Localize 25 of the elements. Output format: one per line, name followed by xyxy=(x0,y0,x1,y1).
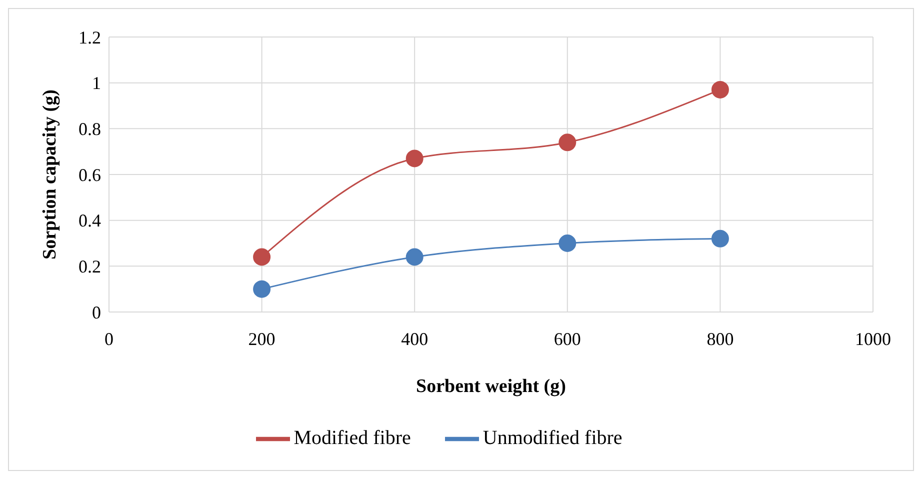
legend-label: Modified fibre xyxy=(294,426,411,449)
point xyxy=(253,280,271,298)
x-tick-label: 1000 xyxy=(855,328,891,349)
y-tick-label: 1.2 xyxy=(78,27,101,48)
x-axis-title: Sorbent weight (g) xyxy=(416,376,566,397)
legend-label: Unmodified fibre xyxy=(482,426,622,449)
x-tick-label: 600 xyxy=(554,328,581,349)
x-tick-label: 0 xyxy=(104,328,114,349)
point xyxy=(406,248,424,266)
point xyxy=(406,150,424,168)
x-tick-label: 200 xyxy=(248,328,276,349)
y-axis-title: Sorption capacity (g) xyxy=(40,90,61,260)
y-tick-label: 1 xyxy=(92,73,101,94)
y-tick-label: 0 xyxy=(92,302,101,322)
y-tick-label: 0.6 xyxy=(78,164,101,185)
point xyxy=(558,234,576,252)
point xyxy=(711,80,729,98)
point xyxy=(558,134,576,152)
point xyxy=(253,248,271,266)
y-tick-label: 0.2 xyxy=(78,256,101,277)
x-tick-label: 800 xyxy=(706,328,734,349)
y-tick-label: 0.8 xyxy=(78,119,101,140)
x-tick-label: 400 xyxy=(401,328,428,349)
point xyxy=(711,230,729,248)
y-tick-label: 0.4 xyxy=(78,210,101,231)
